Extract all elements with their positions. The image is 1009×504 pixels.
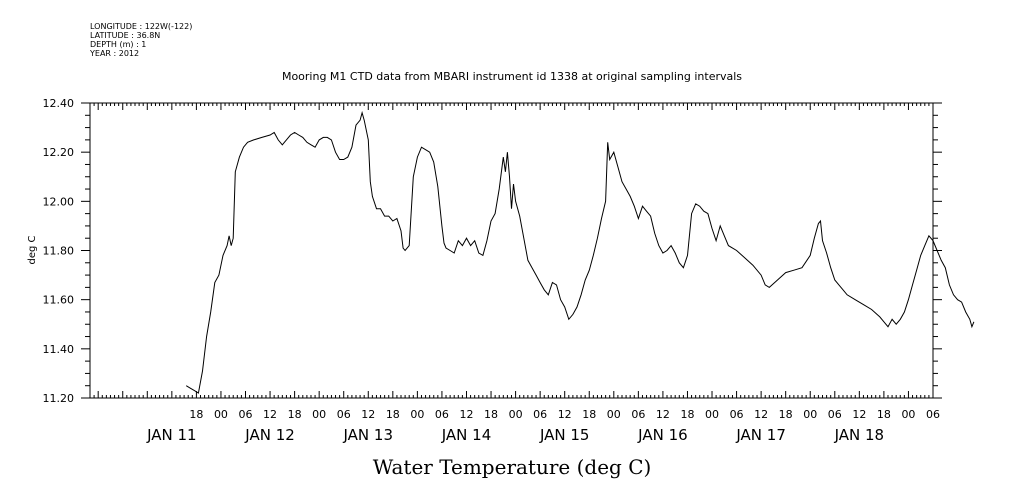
axis-labels: 11.20 11.40 11.60 11.80 12.00 12.20 12.40 18 00 0… [43, 97, 941, 444]
x-tick-label: 06 [435, 408, 449, 421]
year-label: YEAR : 2012 [90, 49, 140, 58]
x-tick-label: 18 [288, 408, 302, 421]
x-tick-label: 00 [312, 408, 326, 421]
day-label: JAN 11 [146, 426, 197, 444]
x-tick-label: 00 [509, 408, 523, 421]
x-tick-label: 00 [410, 408, 424, 421]
x-tick-label: 18 [386, 408, 400, 421]
day-label: JAN 14 [441, 426, 492, 444]
series-line [185, 110, 975, 394]
x-tick-label: 12 [558, 408, 572, 421]
axis-ticks [81, 102, 942, 399]
x-tick-label: 06 [533, 408, 547, 421]
x-tick-label: 18 [779, 408, 793, 421]
x-tick-label: 00 [705, 408, 719, 421]
x-tick-label: 00 [901, 408, 915, 421]
x-tick-label: 06 [926, 408, 940, 421]
day-label: JAN 12 [244, 426, 295, 444]
chart-title: Mooring M1 CTD data from MBARI instrumen… [282, 70, 742, 83]
x-tick-label: 12 [852, 408, 866, 421]
latitude-label: LATITUDE : 36.8N [90, 31, 161, 40]
x-tick-label: 00 [607, 408, 621, 421]
x-tick-label: 00 [803, 408, 817, 421]
x-tick-label: 18 [680, 408, 694, 421]
longitude-label: LONGITUDE : 122W(-122) [90, 22, 193, 31]
plot-area [89, 102, 934, 399]
day-label: JAN 13 [343, 426, 394, 444]
x-tick-label: 18 [484, 408, 498, 421]
x-axis-label: Water Temperature (deg C) [373, 455, 652, 479]
x-tick-label: 06 [631, 408, 645, 421]
x-tick-label: 06 [337, 408, 351, 421]
x-tick-label: 18 [189, 408, 203, 421]
day-label: JAN 15 [539, 426, 590, 444]
y-tick-label: 12.40 [43, 97, 75, 110]
y-tick-label: 11.80 [43, 245, 75, 258]
x-tick-label: 12 [754, 408, 768, 421]
y-axis-label: deg C [27, 235, 38, 264]
x-tick-label: 12 [263, 408, 277, 421]
x-tick-label: 06 [239, 408, 253, 421]
x-tick-label: 12 [459, 408, 473, 421]
x-tick-label: 12 [656, 408, 670, 421]
day-label: JAN 16 [637, 426, 688, 444]
y-tick-label: 11.60 [43, 294, 75, 307]
y-tick-label: 12.00 [43, 195, 75, 208]
day-label: JAN 18 [834, 426, 885, 444]
depth-label: DEPTH (m) : 1 [90, 40, 147, 49]
x-tick-label: 00 [214, 408, 228, 421]
x-tick-label: 06 [828, 408, 842, 421]
day-label: JAN 17 [735, 426, 786, 444]
x-tick-label: 12 [361, 408, 375, 421]
metadata-block: LONGITUDE : 122W(-122) LATITUDE : 36.8N … [90, 22, 192, 58]
x-tick-label: 18 [582, 408, 596, 421]
x-tick-label: 18 [877, 408, 891, 421]
y-tick-label: 11.40 [43, 343, 75, 356]
y-tick-label: 11.20 [43, 392, 75, 405]
x-tick-label: 06 [730, 408, 744, 421]
y-tick-label: 12.20 [43, 146, 75, 159]
